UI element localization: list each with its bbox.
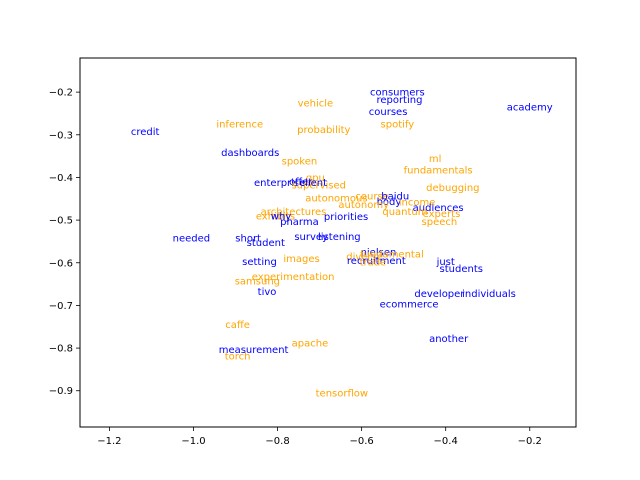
point-label-survey: survey — [294, 232, 328, 243]
point-label-inference: inference — [216, 120, 263, 131]
y-tick-label: −0.8 — [49, 344, 73, 355]
point-label-short: short — [235, 234, 261, 245]
point-label-students: students — [440, 264, 483, 275]
point-label-courses: courses — [369, 107, 408, 118]
point-label-torch: torch — [225, 351, 251, 362]
point-label-course: course — [355, 191, 388, 202]
point-label-vehicle: vehicle — [298, 99, 334, 110]
y-tick-label: −0.9 — [49, 386, 73, 397]
point-label-apache: apache — [292, 338, 329, 349]
point-label-measurement: measurement — [219, 345, 289, 356]
point-label-offer: offer — [289, 177, 313, 188]
point-label-experts: experts — [423, 209, 461, 220]
point-label-why: why — [271, 211, 292, 222]
y-tick-label: −0.3 — [49, 130, 73, 141]
point-label-individuals: individuals — [462, 289, 516, 300]
point-label-architectures: architectures — [261, 207, 327, 218]
point-label-setting: setting — [242, 257, 277, 268]
point-label-academy: academy — [507, 103, 553, 114]
point-label-nielsen: nielsen — [361, 248, 397, 259]
point-label-autonomy: autonomy — [338, 200, 389, 211]
point-label-credit: credit — [131, 127, 160, 138]
point-label-exhibits: exhibits — [256, 211, 295, 222]
point-label-probability: probability — [297, 125, 350, 136]
y-tick-label: −0.4 — [49, 173, 73, 184]
point-label-pharma: pharma — [280, 217, 319, 228]
point-label-student: student — [247, 238, 285, 249]
point-label-ml: ml — [429, 154, 442, 165]
x-tick-label: −1.0 — [181, 436, 205, 447]
point-label-priorities: priorities — [324, 212, 368, 223]
x-tick-label: −1.2 — [97, 436, 121, 447]
point-label-income: income — [399, 198, 436, 209]
point-label-needed: needed — [173, 234, 211, 245]
point-label-tensorflow: tensorflow — [316, 388, 368, 399]
point-label-caffe: caffe — [225, 320, 250, 331]
point-label-baidu: baidu — [381, 191, 409, 202]
x-tick-label: −0.2 — [518, 436, 542, 447]
point-label-audiences: audiences — [413, 203, 464, 214]
point-label-supervised: supervised — [291, 181, 346, 192]
point-label-listening: listening — [318, 232, 361, 243]
point-label-diverse: diverse — [346, 252, 383, 263]
point-label-enterprise: enterprise — [254, 178, 305, 189]
point-label-autonomous: autonomous — [305, 193, 367, 204]
point-label-spoken: spoken — [282, 157, 318, 168]
point-label-dashboards: dashboards — [221, 148, 279, 159]
x-axis: −1.2 −1.0 −0.8 −0.6 −0.4 −0.2 — [97, 427, 542, 447]
point-label-speech: speech — [422, 217, 458, 228]
y-tick-label: −0.5 — [49, 216, 73, 227]
y-tick-label: −0.6 — [49, 258, 73, 269]
y-tick-label: −0.7 — [49, 301, 73, 312]
y-tick-label: −0.2 — [49, 88, 73, 99]
x-tick-label: −0.4 — [434, 436, 458, 447]
point-label-fundamental: fundamental — [360, 250, 424, 261]
point-label-fundamentals: fundamentals — [404, 166, 473, 177]
point-label-another: another — [429, 334, 469, 345]
point-label-developer: developer — [414, 289, 465, 300]
y-axis: −0.9 −0.8 −0.7 −0.6 −0.5 −0.4 −0.3 −0.2 — [49, 88, 80, 397]
point-label-images: images — [283, 254, 319, 265]
point-label-reporting: reporting — [376, 95, 422, 106]
plot-frame — [79, 57, 577, 428]
x-tick-label: −0.8 — [265, 436, 289, 447]
point-label-just: just — [436, 257, 455, 268]
point-label-trade: trade — [360, 257, 387, 268]
point-label-body: body — [377, 197, 402, 208]
point-label-samsung: samsung — [235, 277, 280, 288]
point-label-gpu: gpu — [306, 173, 325, 184]
x-tick-label: −0.6 — [349, 436, 373, 447]
point-label-recruitment: recruitment — [347, 256, 406, 267]
point-label-client: client — [300, 178, 328, 189]
point-label-tivo: tivo — [258, 287, 277, 298]
point-label-debugging: debugging — [426, 183, 479, 194]
point-label-spotify: spotify — [381, 120, 415, 131]
point-label-experimentation: experimentation — [252, 272, 335, 283]
point-label-consumers: consumers — [370, 88, 425, 99]
point-label-ecommerce: ecommerce — [380, 300, 439, 311]
point-label-quantum: quantum — [382, 207, 427, 218]
